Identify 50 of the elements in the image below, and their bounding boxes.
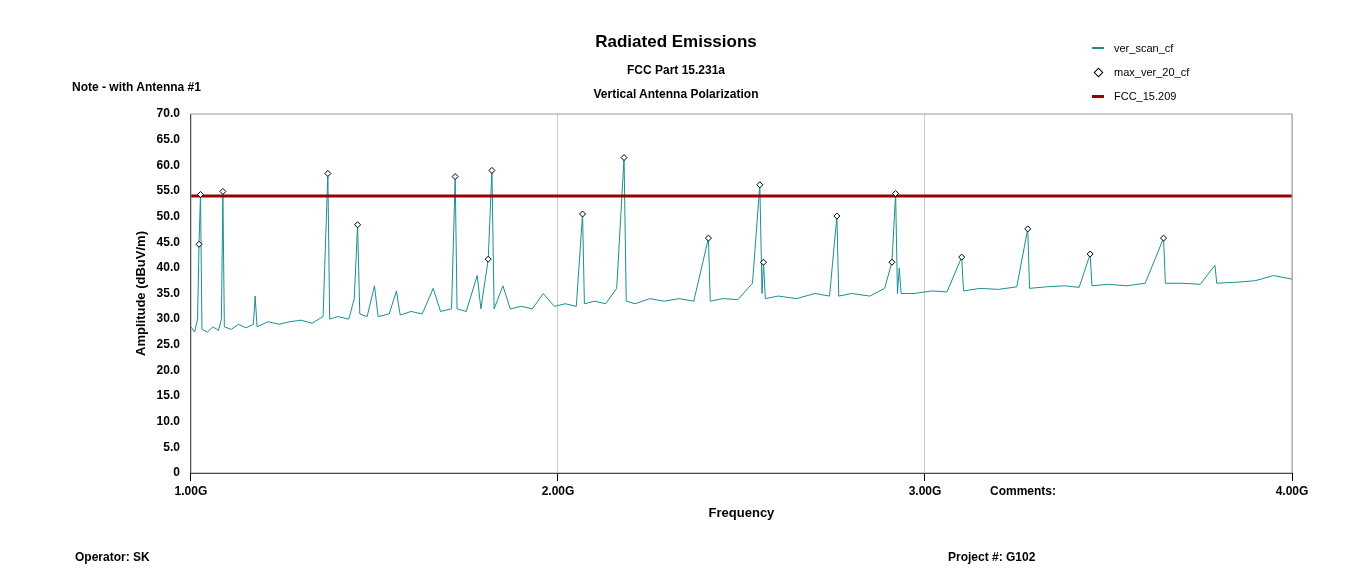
legend-label: FCC_15.209 [1114,90,1177,102]
text: Comments: [990,484,1057,498]
point [833,212,841,220]
y-tick-label: 40.0 [156,260,181,275]
text: Operator: SK [75,550,150,564]
x-tick-label: 2.00G [541,483,575,498]
y-tick-label: 65.0 [156,131,181,146]
point [197,191,204,199]
y-tick-label: 0 [173,465,181,480]
chart-subtitle: FCC Part 15.231a Vertical Antenna Polarization [593,63,759,101]
point [704,234,712,242]
x-tick-label: 4.00G [1275,483,1309,498]
text: Note - with Antenna #1 [72,80,201,94]
legend-label: ver_scan_cf [1114,42,1174,54]
y-tick-label: 50.0 [156,208,181,223]
point [620,154,628,162]
point [760,258,767,266]
x-tick-label: 1.00G [174,483,208,498]
y-tick-label: 15.0 [156,388,181,403]
point [1024,225,1032,233]
y-tick-label: 35.0 [156,285,181,300]
point [484,255,492,263]
point [1086,250,1094,258]
y-tick-label: 30.0 [156,311,181,326]
x-tick-label: 3.00G [908,483,942,498]
y-tick-label: 45.0 [156,234,181,249]
y-tick-label: 10.0 [156,414,181,429]
y-tick-label: 25.0 [156,337,181,352]
point [958,253,966,261]
point [579,210,587,218]
y-tick-label: 5.0 [163,439,181,454]
y-tick-label: 70.0 [156,106,181,121]
point [219,187,227,195]
point [888,258,896,266]
y-tick-label: 20.0 [156,362,181,377]
point [354,221,362,229]
point [892,189,900,197]
y-tick-label: 60.0 [156,157,181,172]
point [756,181,764,189]
point [451,173,459,181]
point [195,240,203,248]
y-tick-label: 55.0 [156,183,181,198]
text: Project #: G102 [948,550,1036,564]
point [488,166,496,174]
legend-label: max_ver_20_cf [1114,66,1190,78]
chart-title: Radiated Emissions [595,32,757,51]
point [1160,234,1168,242]
y-axis-title: Amplitude (dBuV/m) [133,231,149,356]
x-axis-title: Frequency [708,504,776,520]
point [324,169,332,177]
